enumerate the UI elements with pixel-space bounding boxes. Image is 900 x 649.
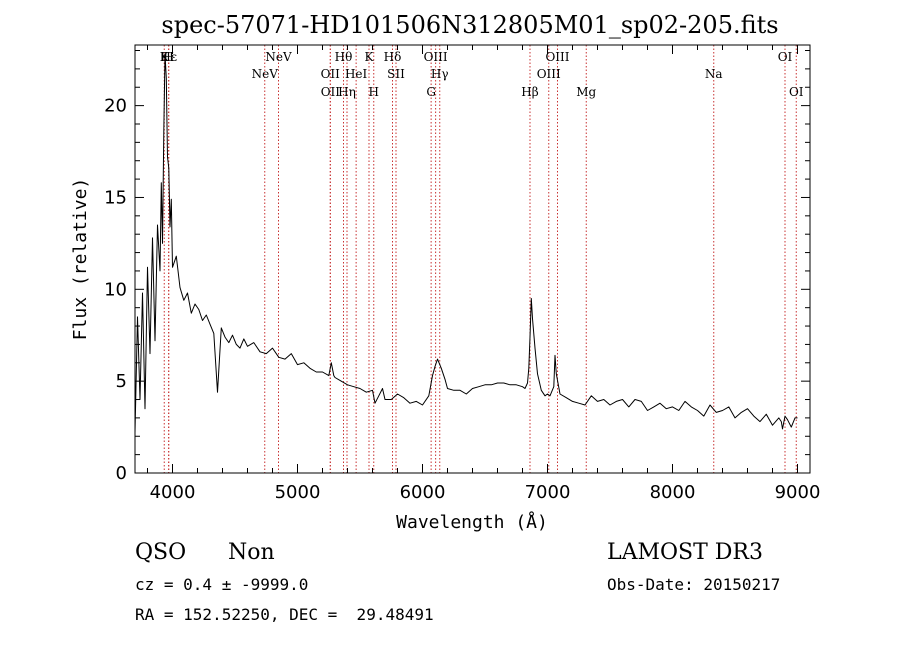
coordinates: RA = 152.52250, DEC = 29.48491 [135,605,434,624]
x-tick-label: 8000 [650,482,696,503]
marker-label: Hη [338,85,356,99]
y-tick-label: 20 [104,96,127,117]
marker-label: Hε [160,50,177,64]
marker-label: H [163,50,173,64]
survey-label: LAMOST DR3 [607,540,763,565]
y-axis-label: Flux (relative) [70,178,91,341]
marker-label: SII [387,67,405,81]
object-class: QSO [135,540,186,565]
marker-label: Hδ [384,50,402,64]
marker-label: OIII [537,67,561,81]
x-axis: 4000 5000 6000 7000 8000 9000 [147,45,821,503]
x-axis-label: Wavelength (Å) [396,511,548,533]
y-tick-label: 15 [104,187,127,208]
x-tick-label: 4000 [150,482,196,503]
marker-label: OII [321,85,341,99]
x-tick-label: 6000 [400,482,446,503]
y-tick-label: 10 [104,279,127,300]
marker-label: Hβ [521,85,538,99]
series-line-spectrum [134,53,798,433]
x-tick-label: 7000 [525,482,571,503]
marker-label: G [426,85,436,99]
y-tick-label: 0 [116,463,127,484]
chart-title: spec-57071-HD101506N312805M01_sp02-205.f… [161,11,778,39]
y-tick-label: 5 [116,371,127,392]
y-axis: 0 5 10 15 20 [104,50,810,484]
x-tick-label: 9000 [775,482,821,503]
marker-label: OII [321,67,341,81]
marker-lines [163,45,797,473]
marker-label: K [365,50,375,64]
cz-value: cz = 0.4 ± -9999.0 [135,575,308,594]
marker-label: Hγ [431,67,449,81]
marker-label: OI [789,85,804,99]
obs-date: Obs-Date: 20150217 [607,575,780,594]
marker-label: Hθ [335,50,353,64]
marker-labels: KHHεNeVNeVOIIOIIHθHηHeIKHHδSIIGOIIIHγHβO… [160,50,804,99]
marker-label: OIII [424,50,448,64]
marker-label: H [369,85,379,99]
marker-label: NeV [252,67,279,81]
plot-frame [134,44,811,474]
marker-label: Mg [576,85,596,99]
marker-label: Na [705,67,723,81]
marker-label: OIII [545,50,569,64]
marker-label: NeV [265,50,292,64]
x-tick-label: 5000 [275,482,321,503]
marker-label: HeI [345,67,368,81]
object-subclass: Non [228,540,275,565]
marker-label: OI [778,50,793,64]
